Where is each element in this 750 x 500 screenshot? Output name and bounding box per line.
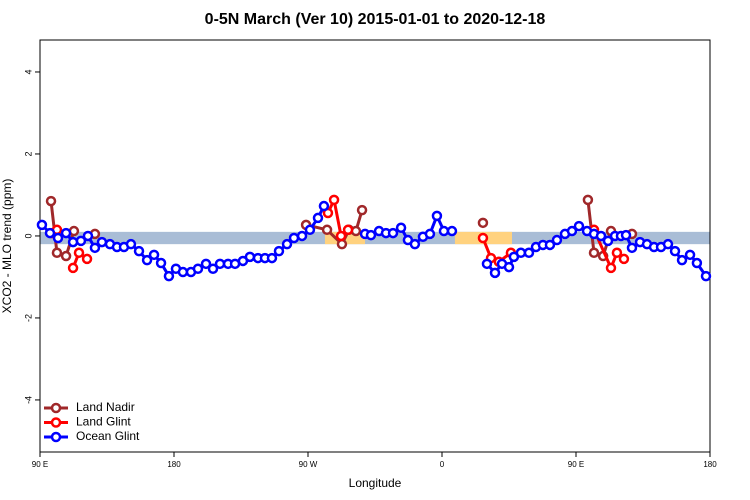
- point: [611, 247, 623, 259]
- point: [551, 234, 563, 246]
- point: [125, 238, 137, 250]
- point: [395, 222, 407, 234]
- point: [192, 263, 204, 275]
- point: [89, 242, 101, 254]
- point: [481, 258, 493, 270]
- point: [582, 194, 594, 206]
- x-tick-label: 90 W: [299, 460, 318, 469]
- point: [328, 194, 340, 206]
- point: [244, 251, 256, 263]
- point: [266, 252, 278, 264]
- point: [620, 229, 632, 241]
- x-tick-label: 0: [440, 460, 445, 469]
- point: [304, 224, 316, 236]
- point: [60, 250, 72, 262]
- point: [335, 230, 347, 242]
- point: [342, 224, 354, 236]
- point: [605, 262, 617, 274]
- point: [321, 224, 333, 236]
- legend-marker: [50, 417, 62, 428]
- point: [312, 212, 324, 224]
- y-tick-label: 4: [23, 69, 33, 74]
- legend-marker: [50, 431, 62, 443]
- legend-marker: [50, 402, 62, 414]
- legend-label: Land Glint: [76, 415, 131, 429]
- legend-label: Ocean Glint: [76, 429, 140, 443]
- point: [81, 253, 93, 265]
- y-tick-label: 2: [23, 151, 33, 156]
- point: [700, 270, 712, 282]
- point: [684, 249, 696, 261]
- point: [60, 227, 72, 239]
- point: [477, 232, 489, 244]
- x-tick-label: 180: [167, 460, 181, 469]
- point: [409, 238, 421, 250]
- point: [67, 262, 79, 274]
- point: [44, 227, 56, 239]
- point: [626, 242, 638, 254]
- point: [387, 227, 399, 239]
- point: [82, 230, 94, 242]
- point: [424, 228, 436, 240]
- point: [36, 219, 48, 231]
- y-tick-label: -4: [23, 396, 33, 404]
- point: [602, 235, 614, 247]
- point: [96, 236, 108, 248]
- x-tick-label: 90 E: [568, 460, 584, 469]
- point: [141, 254, 153, 266]
- x-tick-label: 180: [703, 460, 717, 469]
- point: [356, 204, 368, 216]
- point: [691, 257, 703, 269]
- chart-title: 0-5N March (Ver 10) 2015-01-01 to 2020-1…: [205, 11, 546, 28]
- point: [431, 210, 443, 222]
- point: [618, 253, 630, 265]
- point: [489, 267, 501, 279]
- y-tick-label: 0: [23, 233, 33, 238]
- x-tick-label: 90 E: [32, 460, 48, 469]
- point: [662, 238, 674, 250]
- point: [200, 258, 212, 270]
- point: [288, 232, 300, 244]
- plot-frame: [39, 39, 711, 453]
- point: [446, 225, 458, 237]
- point: [133, 245, 145, 257]
- point: [318, 200, 330, 212]
- point: [273, 245, 285, 257]
- point: [148, 249, 160, 261]
- point: [477, 217, 489, 229]
- point: [207, 263, 219, 275]
- point: [296, 230, 308, 242]
- legend-label: Land Nadir: [76, 400, 135, 414]
- point: [676, 254, 688, 266]
- point: [669, 245, 681, 257]
- point: [73, 247, 85, 259]
- point: [52, 232, 64, 244]
- point: [588, 247, 600, 259]
- point: [51, 247, 63, 259]
- point: [281, 238, 293, 250]
- point: [573, 220, 585, 232]
- point: [155, 257, 167, 269]
- point: [595, 230, 607, 242]
- point: [45, 195, 57, 207]
- y-tick-label: -2: [23, 314, 33, 322]
- point: [566, 225, 578, 237]
- point: [163, 270, 175, 282]
- point: [523, 247, 535, 259]
- point: [503, 261, 515, 273]
- point: [365, 229, 377, 241]
- x-axis-label: Longitude: [349, 476, 402, 490]
- point: [336, 238, 348, 250]
- point: [544, 239, 556, 251]
- point: [75, 235, 87, 247]
- y-axis-label: XCO2 - MLO trend (ppm): [0, 179, 14, 314]
